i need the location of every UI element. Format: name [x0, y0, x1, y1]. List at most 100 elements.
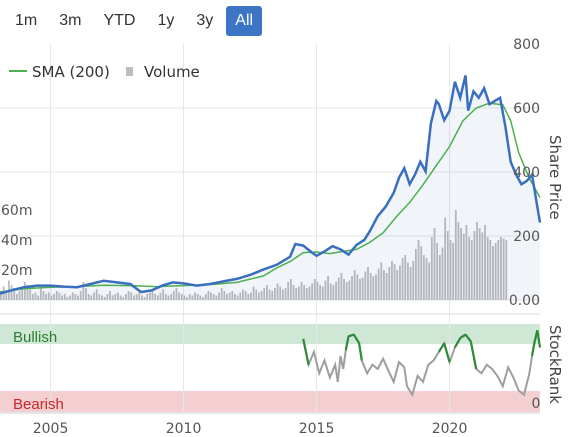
x-tick-label: 2010: [166, 421, 202, 437]
range-button-1y[interactable]: 1y: [148, 6, 183, 36]
volume-bar: [31, 294, 34, 300]
stockrank-axis-title: StockRank: [546, 325, 564, 404]
legend-volume-label[interactable]: Volume: [144, 63, 200, 81]
volume-bar: [164, 294, 167, 300]
volume-bar: [414, 249, 417, 300]
volume-series: [0, 210, 508, 300]
volume-bar: [449, 240, 452, 300]
volume-bar: [37, 295, 40, 300]
volume-bar: [23, 282, 26, 300]
volume-bar: [297, 286, 300, 300]
volume-bar: [266, 285, 268, 300]
volume-bar: [135, 294, 138, 300]
volume-bar: [45, 294, 48, 300]
x-tick-label: 2020: [432, 421, 468, 437]
volume-tick-label: 20m: [1, 263, 32, 279]
volume-bar: [159, 292, 162, 300]
volume-bar: [375, 274, 377, 300]
volume-bar: [348, 280, 351, 300]
volume-bar: [369, 273, 372, 300]
volume-bar: [271, 291, 274, 300]
volume-bar: [13, 288, 16, 300]
volume-bar: [422, 255, 425, 300]
volume-bar: [252, 286, 255, 300]
volume-bar: [26, 285, 29, 300]
volume-bar: [281, 289, 284, 300]
volume-bar: [372, 276, 375, 300]
volume-bar: [412, 261, 415, 300]
volume-bar: [295, 288, 298, 300]
volume-bar: [109, 291, 111, 300]
volume-bar: [170, 294, 173, 300]
volume-bar: [183, 295, 186, 300]
volume-bar: [377, 268, 380, 300]
x-tick-label: 2015: [299, 421, 335, 437]
volume-bar: [489, 240, 492, 300]
volume-bar: [329, 283, 332, 300]
volume-bar: [303, 285, 306, 300]
volume-bar: [385, 273, 388, 300]
volume-bar: [311, 283, 314, 300]
stockrank-bullish-segment: [443, 342, 451, 363]
price-tick-label: 600: [513, 101, 540, 117]
range-button-ytd[interactable]: YTD: [94, 6, 144, 36]
volume-bar: [55, 291, 58, 300]
volume-bar: [236, 295, 239, 300]
volume-bar: [268, 289, 271, 300]
volume-bar: [98, 294, 101, 300]
range-button-1m[interactable]: 1m: [6, 6, 46, 36]
volume-bar: [462, 234, 465, 300]
volume-bar: [234, 294, 236, 300]
volume-bar: [276, 283, 279, 300]
volume-bar: [335, 282, 337, 300]
volume-bar: [122, 297, 125, 300]
volume-bar: [50, 295, 53, 300]
volume-bar: [215, 295, 218, 300]
volume-bar: [247, 294, 250, 300]
volume-bar: [478, 228, 481, 300]
volume-bar: [218, 292, 220, 300]
volume-bar: [21, 286, 24, 300]
volume-bar: [5, 292, 8, 300]
volume-bar: [481, 232, 484, 300]
range-button-all[interactable]: All: [226, 6, 263, 36]
bearish-label: Bearish: [13, 396, 64, 413]
volume-bar: [406, 262, 409, 300]
stockrank-bullish-segment: [464, 333, 472, 343]
volume-bar: [74, 294, 77, 300]
volume-bar: [117, 292, 119, 300]
volume-bar: [287, 282, 290, 300]
volume-bar: [430, 237, 433, 300]
bullish-label: Bullish: [13, 329, 57, 346]
volume-bar: [258, 292, 260, 300]
volume-bar: [95, 289, 98, 300]
legend-sma-label[interactable]: SMA (200): [32, 63, 110, 81]
stockrank-bullish-segment: [437, 342, 446, 353]
volume-bar: [476, 222, 478, 300]
volume-bar: [242, 289, 244, 300]
volume-bar: [457, 222, 460, 300]
stockrank-bullish-segment: [469, 341, 478, 370]
volume-bar: [220, 288, 223, 300]
range-button-3m[interactable]: 3m: [50, 6, 90, 36]
volume-bar: [79, 291, 82, 300]
volume-bar: [175, 288, 178, 300]
volume-bar: [47, 292, 50, 300]
volume-bar: [391, 261, 393, 300]
volume-bar: [111, 295, 114, 300]
volume-bar: [87, 294, 90, 300]
volume-bar: [361, 277, 364, 300]
volume-bar: [473, 231, 476, 300]
price-tick-label: 0.00: [509, 293, 540, 309]
volume-bar: [305, 288, 308, 300]
volume-bar: [244, 291, 247, 300]
volume-bar: [284, 288, 287, 300]
volume-bar: [409, 267, 412, 300]
volume-bar: [138, 292, 141, 300]
volume-bar: [250, 292, 252, 300]
range-button-3y[interactable]: 3y: [187, 6, 222, 36]
volume-bar: [465, 225, 468, 300]
volume-bar: [69, 295, 71, 300]
volume-bar: [10, 285, 13, 300]
